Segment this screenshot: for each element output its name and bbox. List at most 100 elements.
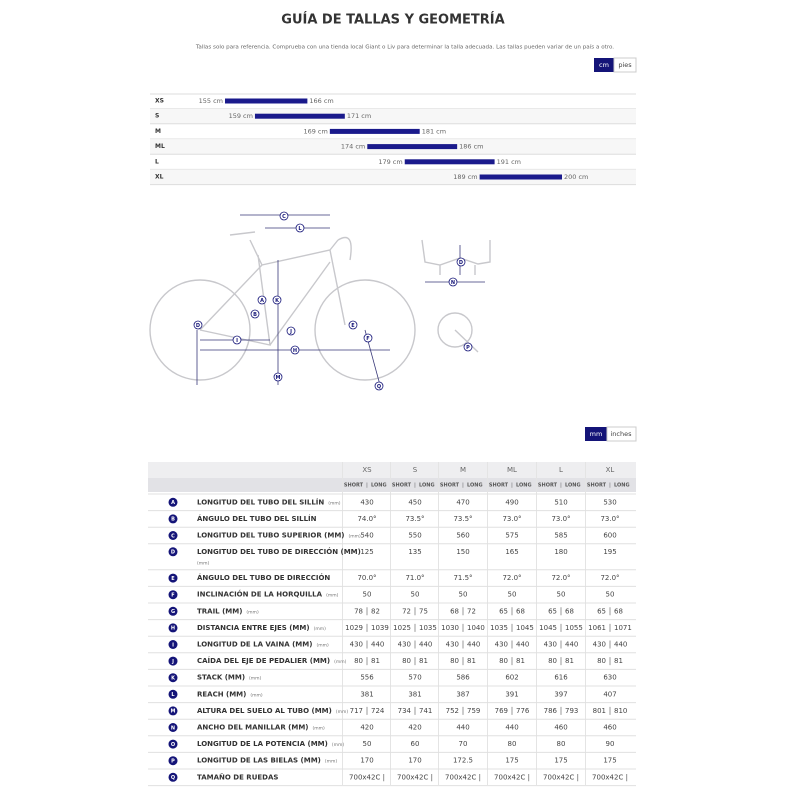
size-toggle[interactable]: cm pies xyxy=(594,57,637,73)
toggle-option[interactable] xyxy=(606,426,637,442)
subheader-long: LONG xyxy=(614,483,630,489)
cell-long: 759 xyxy=(467,707,480,715)
cell-value: 175 xyxy=(554,757,567,765)
toggle-label[interactable]: mm xyxy=(590,430,603,438)
cell-value: 700x42C | xyxy=(543,773,579,781)
cell-value: 170 xyxy=(360,757,373,765)
diagram-label: J xyxy=(289,329,292,335)
cell-value: 170 xyxy=(408,757,421,765)
cell-value: 700x42C | xyxy=(349,773,385,781)
cell-short: 1035 xyxy=(490,624,508,632)
row-letter: P xyxy=(171,759,175,765)
cell-value: 71.0° xyxy=(405,574,424,582)
label-badge xyxy=(348,320,358,330)
toggle-label[interactable]: inches xyxy=(610,430,632,438)
cell-value: 50 xyxy=(459,591,468,599)
cell-short: 1061 xyxy=(588,624,606,632)
range-max-label: 200 cm xyxy=(564,173,588,181)
unit-toggle[interactable]: mm inches xyxy=(585,426,637,442)
row-name: STACK (MM) xyxy=(197,674,245,682)
row-name: TRAIL (MM) xyxy=(197,607,242,615)
cell-short: 78 xyxy=(354,607,363,615)
row-name: LONGITUD DEL TUBO DE DIRECCIÓN (MM) xyxy=(197,547,361,556)
diagram-label: L xyxy=(298,226,302,232)
cell-long: 440 xyxy=(614,641,627,649)
row-letter: E xyxy=(171,576,175,582)
subheader-long: LONG xyxy=(419,483,435,489)
label-badge xyxy=(374,381,384,391)
cell-value: 700x42C | xyxy=(445,773,481,781)
row-letter: N xyxy=(171,725,175,731)
cell-short: 80 xyxy=(450,657,459,665)
letter-badge xyxy=(168,772,178,782)
row-name: LONGITUD DE LA POTENCIA (MM) xyxy=(197,740,328,748)
cell-value: 420 xyxy=(408,724,421,732)
row-name: ANCHO DEL MANILLAR (MM) xyxy=(197,724,309,732)
cell-short: 65 xyxy=(597,607,606,615)
cell-short: 80 xyxy=(548,657,557,665)
cell-short: 72 xyxy=(402,607,411,615)
cell-short: 65 xyxy=(499,607,508,615)
letter-badge xyxy=(168,514,178,524)
range-min-label: 169 cm xyxy=(303,127,327,135)
range-max-label: 186 cm xyxy=(459,143,483,151)
toggle-active[interactable] xyxy=(594,58,614,72)
cell-value: 195 xyxy=(603,548,616,556)
row-unit: (mm) xyxy=(326,593,339,599)
range-max-label: 181 cm xyxy=(422,127,446,135)
cell-long: 81 xyxy=(516,657,525,665)
row-letter: A xyxy=(171,500,175,506)
label-badge xyxy=(448,277,458,287)
diagram-label: Q xyxy=(377,384,381,390)
cell-value: 560 xyxy=(456,532,469,540)
size-range-bar xyxy=(254,113,345,119)
range-max-label: 191 cm xyxy=(497,158,521,166)
cell-value: 50 xyxy=(557,591,566,599)
toggle-active[interactable] xyxy=(585,427,607,441)
row-unit: (mm) xyxy=(197,560,210,566)
row-band xyxy=(150,169,636,185)
cell-value: 616 xyxy=(554,674,568,682)
row-band xyxy=(150,108,636,124)
cell-value: 397 xyxy=(554,690,567,698)
cell-value: 440 xyxy=(505,724,518,732)
subheader-sep: | xyxy=(414,483,416,489)
label-badge xyxy=(295,223,305,233)
size-range-bar xyxy=(404,159,495,165)
toggle-option[interactable] xyxy=(613,57,637,73)
letter-badge xyxy=(168,497,178,507)
letter-badge xyxy=(168,739,178,749)
cell-value: 556 xyxy=(360,674,374,682)
cell-long: 793 xyxy=(565,707,578,715)
cell-value: 172.5 xyxy=(453,757,473,765)
cell-short: 717 xyxy=(350,707,363,715)
subheader-long: LONG xyxy=(371,483,387,489)
cell-short: 80 xyxy=(597,657,606,665)
cell-value: 440 xyxy=(456,724,469,732)
cell-value: 407 xyxy=(603,690,616,698)
cell-long: 440 xyxy=(419,641,432,649)
row-unit: (mm) xyxy=(246,609,259,615)
subheader-sep: | xyxy=(560,483,562,489)
subheader-short: SHORT xyxy=(538,483,558,489)
cell-value: 530 xyxy=(603,498,616,506)
toggle-label[interactable]: pies xyxy=(618,61,632,69)
cell-value: 540 xyxy=(360,532,373,540)
diagram-label: E xyxy=(351,323,355,329)
toggle-label[interactable]: cm xyxy=(599,61,609,69)
row-unit: (mm) xyxy=(332,742,345,748)
row-letter: M xyxy=(171,709,176,715)
cell-long: 68 xyxy=(614,607,623,615)
row-name: LONGITUD DEL TUBO SUPERIOR (MM) xyxy=(197,532,345,540)
cell-short: 80 xyxy=(499,657,508,665)
cell-value: 70.0° xyxy=(357,574,376,582)
subheader-short: SHORT xyxy=(489,483,509,489)
letter-badge xyxy=(168,590,178,600)
row-name: LONGITUD DE LA VAINA (MM) xyxy=(197,641,312,649)
cell-short: 430 xyxy=(593,641,606,649)
cell-short: 1029 xyxy=(345,624,363,632)
range-min-label: 159 cm xyxy=(229,112,253,120)
cell-value: 70 xyxy=(459,740,468,748)
cell-value: 630 xyxy=(603,674,616,682)
